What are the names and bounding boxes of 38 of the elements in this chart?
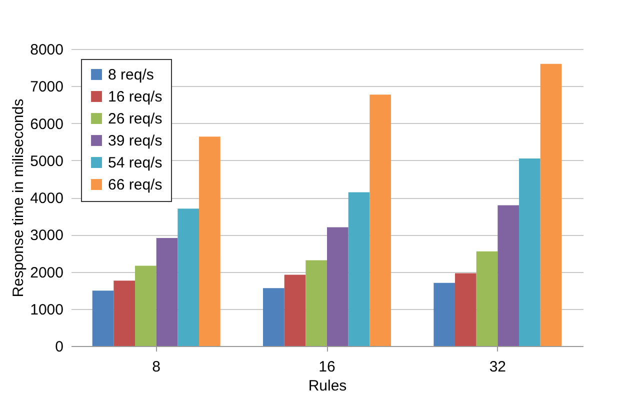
bar	[476, 251, 498, 346]
bar	[178, 208, 199, 346]
bar	[284, 274, 306, 346]
bar	[519, 158, 540, 346]
legend-label: 54 req/s	[108, 154, 162, 172]
bar	[263, 288, 284, 346]
bar	[498, 205, 519, 346]
y-axis-title: Response time in miliseconds	[10, 98, 28, 298]
legend-label: 39 req/s	[108, 132, 162, 150]
y-tick-label: 4000	[30, 190, 64, 207]
bar	[327, 227, 348, 346]
legend-label: 66 req/s	[108, 176, 162, 194]
bar	[434, 282, 455, 346]
y-tick-label: 1000	[30, 301, 64, 318]
y-tick-label: 7000	[30, 78, 64, 96]
x-axis-title: Rules	[308, 378, 347, 394]
y-tick-label: 5000	[30, 152, 64, 170]
x-tick-label: 32	[489, 358, 506, 376]
bar	[540, 64, 562, 346]
bar	[114, 280, 135, 346]
y-tick-label: 6000	[30, 116, 64, 133]
bar	[348, 192, 370, 346]
bar	[455, 273, 476, 346]
y-tick-label: 0	[55, 338, 64, 356]
bar	[135, 266, 156, 346]
y-tick-label: 8000	[30, 42, 64, 58]
x-tick-label: 8	[152, 358, 161, 376]
bar	[370, 94, 391, 346]
bar	[306, 260, 327, 346]
legend-label: 26 req/s	[108, 110, 162, 128]
x-tick-label: 16	[318, 358, 336, 376]
bar	[92, 290, 114, 346]
y-tick-label: 3000	[30, 227, 64, 244]
legend-label: 8 req/s	[108, 66, 154, 84]
bar	[156, 238, 178, 346]
y-tick-label: 2000	[30, 264, 64, 282]
bar	[199, 136, 220, 346]
legend-label: 16 req/s	[108, 88, 162, 106]
